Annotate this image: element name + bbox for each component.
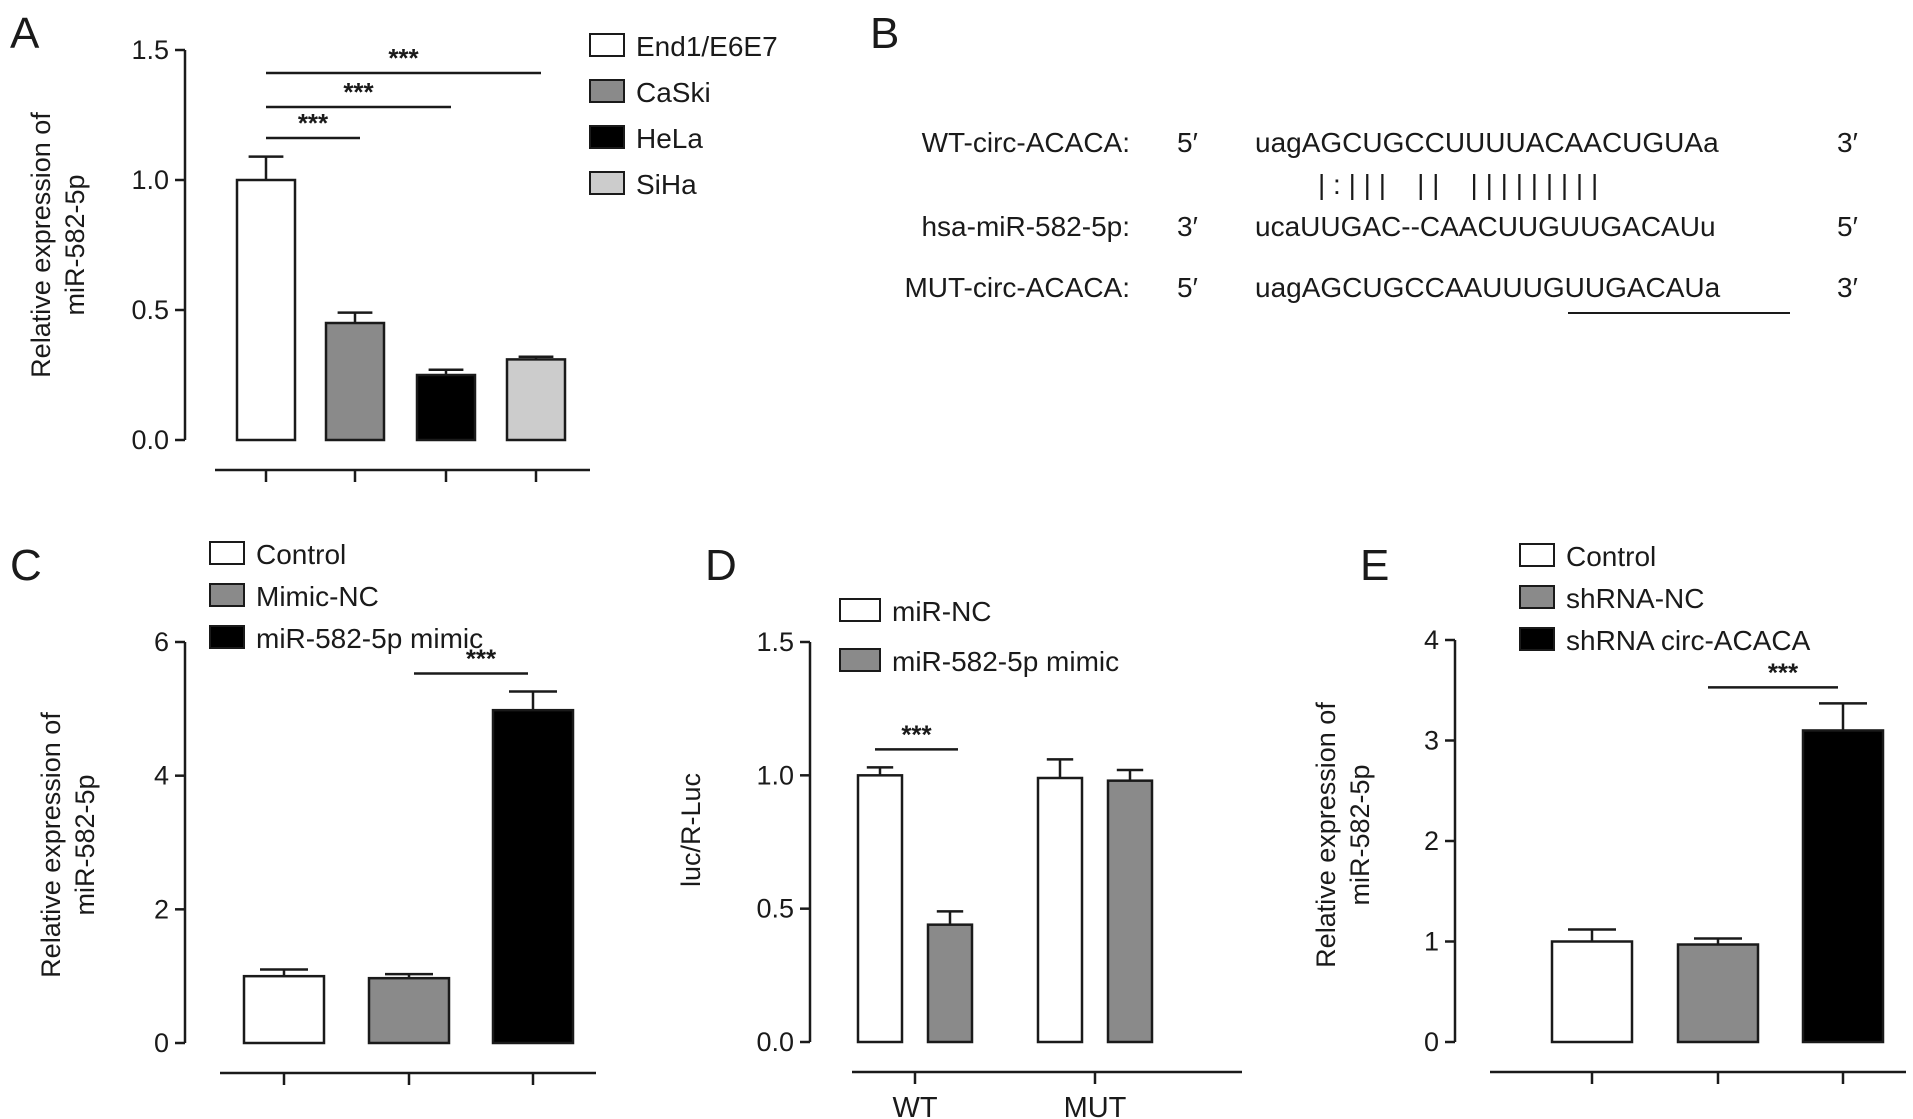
y-tick-label: 2 bbox=[1424, 826, 1439, 856]
wt-row-name: WT-circ-ACACA: bbox=[922, 127, 1130, 158]
bar-mimic-nc bbox=[367, 976, 451, 1045]
y-tick-label: 1.5 bbox=[756, 627, 794, 657]
bar-hela bbox=[415, 373, 477, 442]
y-tick-label: 0.0 bbox=[756, 1027, 794, 1057]
panel-a-bar-chart: A 0.0 0.5 1.0 1.5 Relative expression of miR-… bbox=[10, 9, 778, 482]
legend-swatch bbox=[589, 33, 625, 57]
legend-label: HeLa bbox=[636, 123, 703, 154]
panel-letter-d: D bbox=[705, 541, 737, 590]
y-axis-label: luc/R-Luc bbox=[676, 773, 706, 887]
legend-swatch bbox=[209, 625, 245, 649]
legend-swatch bbox=[1519, 585, 1555, 609]
y-tick-label: 0.5 bbox=[131, 295, 169, 325]
legend-label: Control bbox=[1566, 541, 1656, 572]
y-tick-label: 0.0 bbox=[131, 425, 169, 455]
legend-label: Control bbox=[256, 539, 346, 570]
wt-row-sequence: uagAGCUGCCUUUUACAACUGUAa bbox=[1255, 127, 1719, 158]
y-axis-label-line: Relative expression of bbox=[1311, 702, 1341, 968]
legend-label: miR-NC bbox=[892, 596, 992, 627]
y-tick-label: 4 bbox=[154, 761, 169, 791]
panel-d-bar-chart: D 0.0 0.5 1.0 1.5 luc/R-Luc WT MUT miR-NC miR-58… bbox=[676, 541, 1242, 1119]
panel-letter-c: C bbox=[10, 541, 42, 590]
bar-caski bbox=[324, 321, 386, 442]
mir-row-sequence: ucaUUGAC--CAACUUGUUGACAUu bbox=[1255, 211, 1716, 242]
legend-label: shRNA-NC bbox=[1566, 583, 1704, 614]
bar-control bbox=[1550, 940, 1634, 1044]
y-axis-label-line: Relative expression of bbox=[26, 112, 56, 378]
mut-row-right-end: 3′ bbox=[1837, 272, 1858, 303]
bar-siha bbox=[505, 358, 567, 442]
legend-swatch bbox=[589, 125, 625, 149]
bar-shrna-nc bbox=[1676, 943, 1760, 1044]
legend-swatch bbox=[209, 583, 245, 607]
y-tick-label: 0.5 bbox=[756, 894, 794, 924]
y-axis-label: Relative expression of miR-582-5p bbox=[26, 112, 90, 378]
panel-c-bar-chart: C 0 2 4 6 Relative expression of miR-582-5p Co… bbox=[10, 539, 596, 1085]
legend-swatch bbox=[209, 541, 245, 565]
significance-label: *** bbox=[901, 719, 932, 749]
y-axis-label: Relative expression of miR-582-5p bbox=[36, 712, 100, 978]
wt-row-left-end: 5′ bbox=[1177, 127, 1198, 158]
significance-label: *** bbox=[343, 77, 374, 107]
y-axis-label-line: miR-582-5p bbox=[70, 774, 100, 915]
legend-swatch bbox=[589, 171, 625, 195]
panel-letter-a: A bbox=[10, 9, 40, 58]
significance-label: *** bbox=[466, 643, 497, 673]
y-axis-label: Relative expression of miR-582-5p bbox=[1311, 702, 1375, 968]
legend-label: End1/E6E7 bbox=[636, 31, 778, 62]
bar-mut-mir-nc bbox=[1036, 776, 1084, 1044]
y-tick-label: 6 bbox=[154, 627, 169, 657]
y-axis-label-line: miR-582-5p bbox=[60, 174, 90, 315]
y-tick-label: 1.5 bbox=[131, 35, 169, 65]
bar-end1-e6e7 bbox=[235, 178, 297, 442]
legend-label: CaSki bbox=[636, 77, 711, 108]
bar-mir-582-5p-mimic bbox=[491, 708, 575, 1045]
mir-row-right-end: 5′ bbox=[1837, 211, 1858, 242]
bar-mut-mir-582-5p-mimic bbox=[1106, 779, 1154, 1044]
panel-letter-b: B bbox=[870, 9, 899, 58]
y-tick-label: 1 bbox=[1424, 927, 1439, 957]
pairing-lines: | : | | | | | | | | | | | | | | bbox=[1318, 169, 1598, 200]
bar-shrna-circ-acaca bbox=[1801, 729, 1885, 1044]
y-tick-label: 3 bbox=[1424, 726, 1439, 756]
mut-row-name: MUT-circ-ACACA: bbox=[904, 272, 1130, 303]
y-tick-label: 4 bbox=[1424, 625, 1439, 655]
legend-swatch bbox=[1519, 627, 1555, 651]
y-tick-label: 2 bbox=[154, 894, 169, 924]
legend-label: shRNA circ-ACACA bbox=[1566, 625, 1811, 656]
wt-row-right-end: 3′ bbox=[1837, 127, 1858, 158]
bar-control bbox=[242, 974, 326, 1045]
legend-swatch bbox=[839, 648, 881, 672]
legend-swatch bbox=[589, 79, 625, 103]
y-tick-label: 1.0 bbox=[131, 165, 169, 195]
y-axis-label-line: luc/R-Luc bbox=[676, 773, 706, 887]
significance-label: *** bbox=[388, 43, 419, 73]
legend-label: SiHa bbox=[636, 169, 697, 200]
bar-wt-mir-582-5p-mimic bbox=[926, 923, 974, 1044]
mir-row-left-end: 3′ bbox=[1177, 211, 1198, 242]
panel-e-bar-chart: E 0 1 2 3 4 Relative expression of miR-582-5p C… bbox=[1311, 541, 1906, 1084]
y-tick-label: 1.0 bbox=[756, 760, 794, 790]
y-tick-label: 0 bbox=[1424, 1027, 1439, 1057]
significance-label: *** bbox=[298, 108, 329, 138]
mir-row-name: hsa-miR-582-5p: bbox=[921, 211, 1130, 242]
legend-label: miR-582-5p mimic bbox=[256, 623, 483, 654]
legend-swatch bbox=[839, 598, 881, 622]
y-axis-label-line: Relative expression of bbox=[36, 712, 66, 978]
y-tick-label: 0 bbox=[154, 1028, 169, 1058]
x-category-label: MUT bbox=[1064, 1092, 1127, 1119]
legend-label: miR-582-5p mimic bbox=[892, 646, 1119, 677]
x-category-label: WT bbox=[892, 1092, 937, 1119]
significance-label: *** bbox=[1768, 657, 1799, 687]
legend-swatch bbox=[1519, 543, 1555, 567]
legend-label: Mimic-NC bbox=[256, 581, 379, 612]
mut-row-left-end: 5′ bbox=[1177, 272, 1198, 303]
y-axis-label-line: miR-582-5p bbox=[1345, 764, 1375, 905]
panel-b-sequence-alignment: B WT-circ-ACACA: 5′ uagAGCUGCCUUUUACAACU… bbox=[870, 9, 1858, 314]
panel-letter-e: E bbox=[1360, 541, 1389, 590]
bar-wt-mir-nc bbox=[856, 774, 904, 1044]
mut-row-sequence: uagAGCUGCCAAUUUGUUGACAUa bbox=[1255, 272, 1721, 303]
